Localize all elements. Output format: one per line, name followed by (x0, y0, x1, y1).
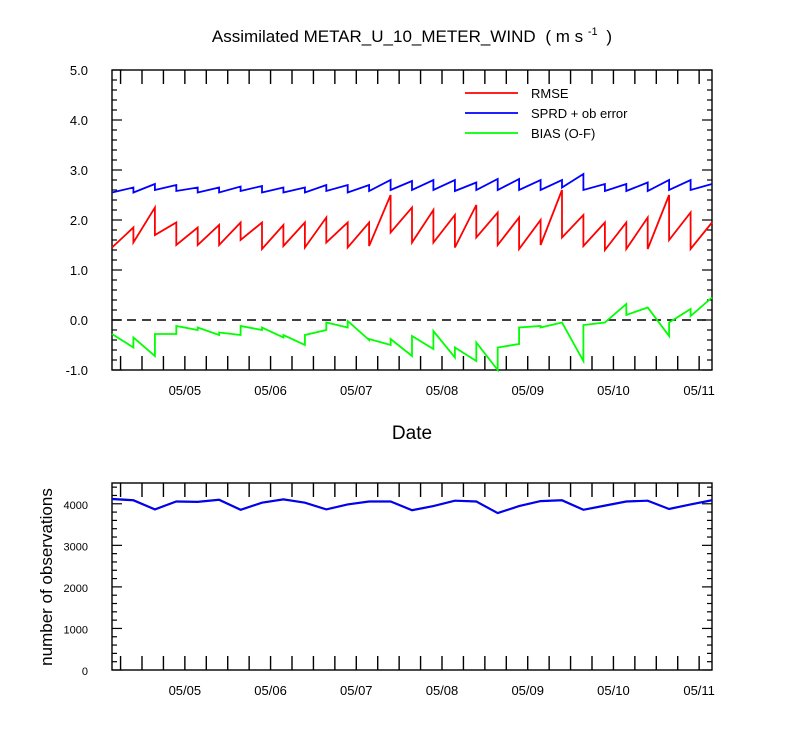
y-tick-label: 2000 (64, 583, 88, 595)
plot-frame (111, 482, 713, 671)
x-tick-label: 05/06 (254, 383, 287, 398)
x-tick-label: 05/08 (426, 683, 459, 698)
bottom-y-axis-label: number of observations (37, 488, 56, 666)
x-tick-label: 05/07 (340, 683, 373, 698)
legend-label: BIAS (O-F) (531, 126, 595, 141)
y-tick-label: 3.0 (70, 163, 88, 178)
y-tick-label: 4.0 (70, 113, 88, 128)
y-tick-label: 3000 (64, 541, 88, 553)
bias-o-f-series-line (111, 296, 713, 373)
sprd-ob-error-series-line (111, 172, 713, 194)
x-tick-label: 05/10 (597, 683, 630, 698)
legend-label: SPRD + ob error (531, 106, 628, 121)
y-tick-label: 1000 (64, 624, 88, 636)
y-tick-label: 0 (82, 666, 88, 678)
chart-title-units-sup: -1 (588, 26, 598, 38)
x-tick-label: 05/10 (597, 383, 630, 398)
x-tick-label: 05/05 (169, 383, 202, 398)
y-tick-label: 5.0 (70, 63, 88, 78)
y-tick-label: -1.0 (66, 363, 88, 378)
x-tick-label: 05/09 (511, 383, 544, 398)
y-tick-label: 4000 (64, 500, 88, 512)
x-tick-label: 05/06 (254, 683, 287, 698)
y-tick-label: 0.0 (70, 313, 88, 328)
rmse-bias-chart: 05/05 05/06 05/07 05/08 05/09 05/10 05/11 -1.0 0… (66, 63, 715, 398)
x-tick-label: 05/08 (426, 383, 459, 398)
x-tick-label: 05/09 (511, 683, 544, 698)
chart-title-main: Assimilated METAR_U_10_METER_WIND (212, 27, 536, 46)
rmse-series-line (111, 189, 713, 253)
legend: RMSE SPRD + ob error BIAS (O-F) (465, 86, 628, 141)
x-tick-label: 05/11 (683, 383, 715, 398)
chart-title-units-close: ) (606, 27, 612, 46)
x-tick-label: 05/05 (169, 683, 202, 698)
legend-label: RMSE (531, 86, 569, 101)
x-tick-label: 05/07 (340, 383, 373, 398)
y-tick-label: 2.0 (70, 213, 88, 228)
y-tick-label: 1.0 (70, 263, 88, 278)
x-tick-label: 05/11 (683, 683, 715, 698)
observation-count-chart: 05/05 05/06 05/07 05/08 05/09 05/10 05/11 0 1000… (64, 482, 715, 698)
obs-count-1-series-line (111, 498, 713, 515)
top-x-axis-label: Date (392, 423, 432, 444)
chart-title: Assimilated METAR_U_10_METER_WIND ( m s … (212, 20, 612, 46)
chart-title-units: ( m s (545, 27, 583, 46)
